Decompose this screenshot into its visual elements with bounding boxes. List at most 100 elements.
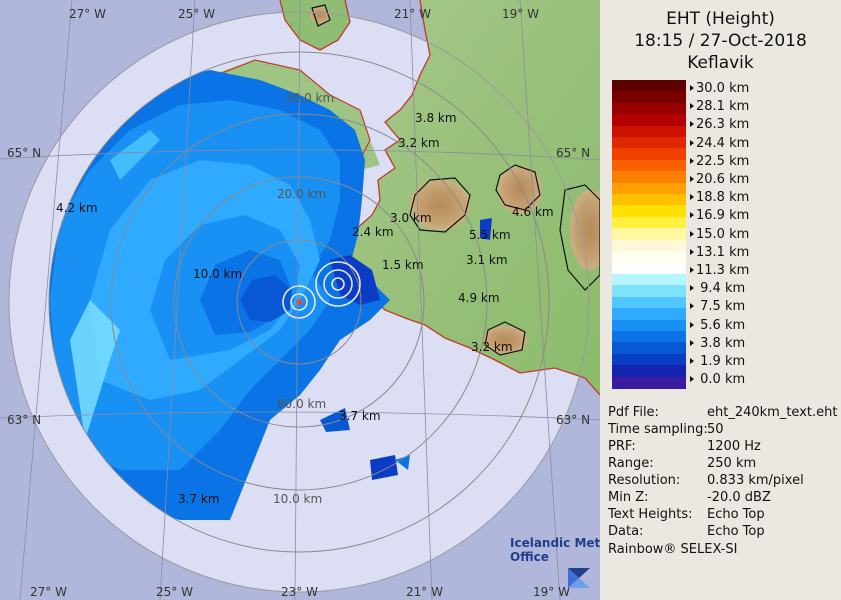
- legend-swatch: [612, 262, 686, 275]
- software-credit: Rainbow® SELEX-SI: [608, 542, 738, 557]
- legend-swatch: [612, 171, 686, 184]
- echo-top-label: 3.0 km: [390, 211, 432, 225]
- lon-label-bottom-27w: 27° W: [30, 585, 67, 599]
- lon-label-top-25w: 25° W: [178, 7, 215, 21]
- echo-top-label: 3.2 km: [471, 340, 513, 354]
- land-mass: [194, 0, 600, 396]
- echo-top-label: 4.2 km: [56, 201, 98, 215]
- range-label-south: 80.0 km: [277, 397, 326, 411]
- legend-swatch: [612, 296, 686, 309]
- echo-top-label: 3.8 km: [415, 111, 457, 125]
- legend-label: 1.9 km: [690, 355, 745, 369]
- legend-swatch: [612, 194, 686, 207]
- legend-swatch: [612, 216, 686, 229]
- legend-label: 18.8 km: [690, 191, 749, 205]
- metadata-value: Echo Top: [707, 524, 765, 539]
- graticule: [0, 0, 600, 600]
- legend-swatch: [612, 251, 686, 264]
- legend-swatch: [612, 182, 686, 195]
- product-title: EHT (Height): [666, 9, 775, 29]
- metadata-row: Pdf File: eht_240km_text.eht: [608, 405, 837, 421]
- metadata-row: Range: 250 km: [608, 456, 756, 472]
- metadata-row: Time sampling:50: [608, 422, 724, 438]
- metadata-key: Resolution:: [608, 473, 681, 488]
- echo-top-label: 2.4 km: [352, 225, 394, 239]
- metadata-key: PRF:: [608, 439, 636, 454]
- metadata-row: Data: Echo Top: [608, 524, 765, 540]
- metadata-row: Resolution: 0.833 km/pixel: [608, 473, 804, 489]
- echo-top-label: 4.6 km: [512, 205, 554, 219]
- radar-site-dot: [296, 299, 302, 305]
- legend-swatch: [612, 148, 686, 161]
- metadata-key: Time sampling:: [608, 422, 708, 437]
- metadata-value: 0.833 km/pixel: [707, 473, 804, 488]
- legend-swatch: [612, 273, 686, 286]
- lon-label-bottom-19w: 19° W: [533, 585, 570, 599]
- legend-swatch: [612, 330, 686, 343]
- color-legend-bar: [612, 80, 686, 389]
- legend-swatch: [612, 353, 686, 366]
- range-rings: [8, 11, 590, 593]
- legend-label: 15.0 km: [690, 227, 749, 242]
- metadata-value: 1200 Hz: [707, 439, 761, 454]
- lon-label-bottom-25w: 25° W: [156, 585, 193, 599]
- legend-swatch: [612, 137, 686, 150]
- legend-swatch: [612, 102, 686, 115]
- metadata-row: PRF: 1200 Hz: [608, 439, 761, 455]
- metadata-key: Text Heights:: [608, 507, 693, 522]
- legend-swatch: [612, 114, 686, 127]
- metadata-key: Pdf File:: [608, 405, 659, 420]
- metadata-value: 250 km: [707, 456, 757, 471]
- info-panel: EHT (Height) 18:15 / 27-Oct-2018 Keflavi…: [600, 0, 841, 600]
- legend-label: 11.3 km: [690, 264, 749, 278]
- metadata-value: Echo Top: [707, 507, 765, 522]
- echo-top-label: 3.7 km: [339, 409, 381, 423]
- metadata-value: -20.0 dBZ: [707, 490, 771, 505]
- legend-swatch: [612, 228, 686, 241]
- legend-label: 7.5 km: [690, 300, 745, 314]
- metadata-row: Text Heights: Echo Top: [608, 507, 765, 523]
- lon-label-bottom-23w: 23° W: [281, 585, 318, 599]
- radar-site-marker: [282, 261, 361, 319]
- lat-label-63-left: 63° N: [7, 413, 41, 427]
- metadata-value: 50: [707, 422, 724, 437]
- legend-swatch: [612, 319, 686, 332]
- station-name: Keflavik: [687, 53, 754, 73]
- legend-swatch: [612, 308, 686, 321]
- imo-logo: Icelandic Met Office: [510, 536, 601, 588]
- legend-swatch: [612, 239, 686, 252]
- legend-label: 20.6 km: [690, 173, 749, 187]
- logo-line-2: Office: [510, 550, 549, 564]
- legend-swatch: [612, 285, 686, 298]
- legend-swatch: [612, 80, 686, 92]
- range-label-north-upper: 30.0 km: [285, 91, 334, 105]
- legend-label: 16.9 km: [690, 209, 749, 223]
- echo-top-label: 3.1 km: [466, 253, 508, 267]
- legend-swatch: [612, 91, 686, 104]
- legend-label: 5.6 km: [690, 318, 745, 333]
- lon-label-bottom-21w: 21° W: [406, 585, 443, 599]
- legend-label: 24.4 km: [690, 136, 749, 151]
- legend-swatch: [612, 205, 686, 218]
- legend-label: 26.3 km: [690, 118, 749, 132]
- lon-label-top-19w: 19° W: [502, 7, 539, 21]
- lat-label-65-left: 65° N: [7, 146, 41, 160]
- legend-label: 0.0 km: [690, 373, 745, 387]
- lat-label-65-right: 65° N: [556, 146, 590, 160]
- legend-label: 13.1 km: [690, 245, 749, 260]
- metadata-value: eht_240km_text.eht: [707, 405, 838, 420]
- logo-line-1: Icelandic Met: [510, 536, 601, 550]
- echo-top-label: 5.5 km: [469, 228, 511, 242]
- range-label-south-outer: 10.0 km: [273, 492, 322, 506]
- legend-label: 28.1 km: [690, 100, 749, 114]
- product-datetime: 18:15 / 27-Oct-2018: [634, 31, 807, 51]
- echo-top-label: 10.0 km: [193, 267, 242, 281]
- legend-swatch: [612, 159, 686, 172]
- metadata-key: Min Z:: [608, 490, 649, 505]
- echo-top-label: 1.5 km: [382, 258, 424, 272]
- legend-label: 22.5 km: [690, 154, 749, 169]
- metadata-key: Data:: [608, 524, 644, 539]
- lon-label-top-21w: 21° W: [394, 7, 431, 21]
- echo-top-label: 4.9 km: [458, 291, 500, 305]
